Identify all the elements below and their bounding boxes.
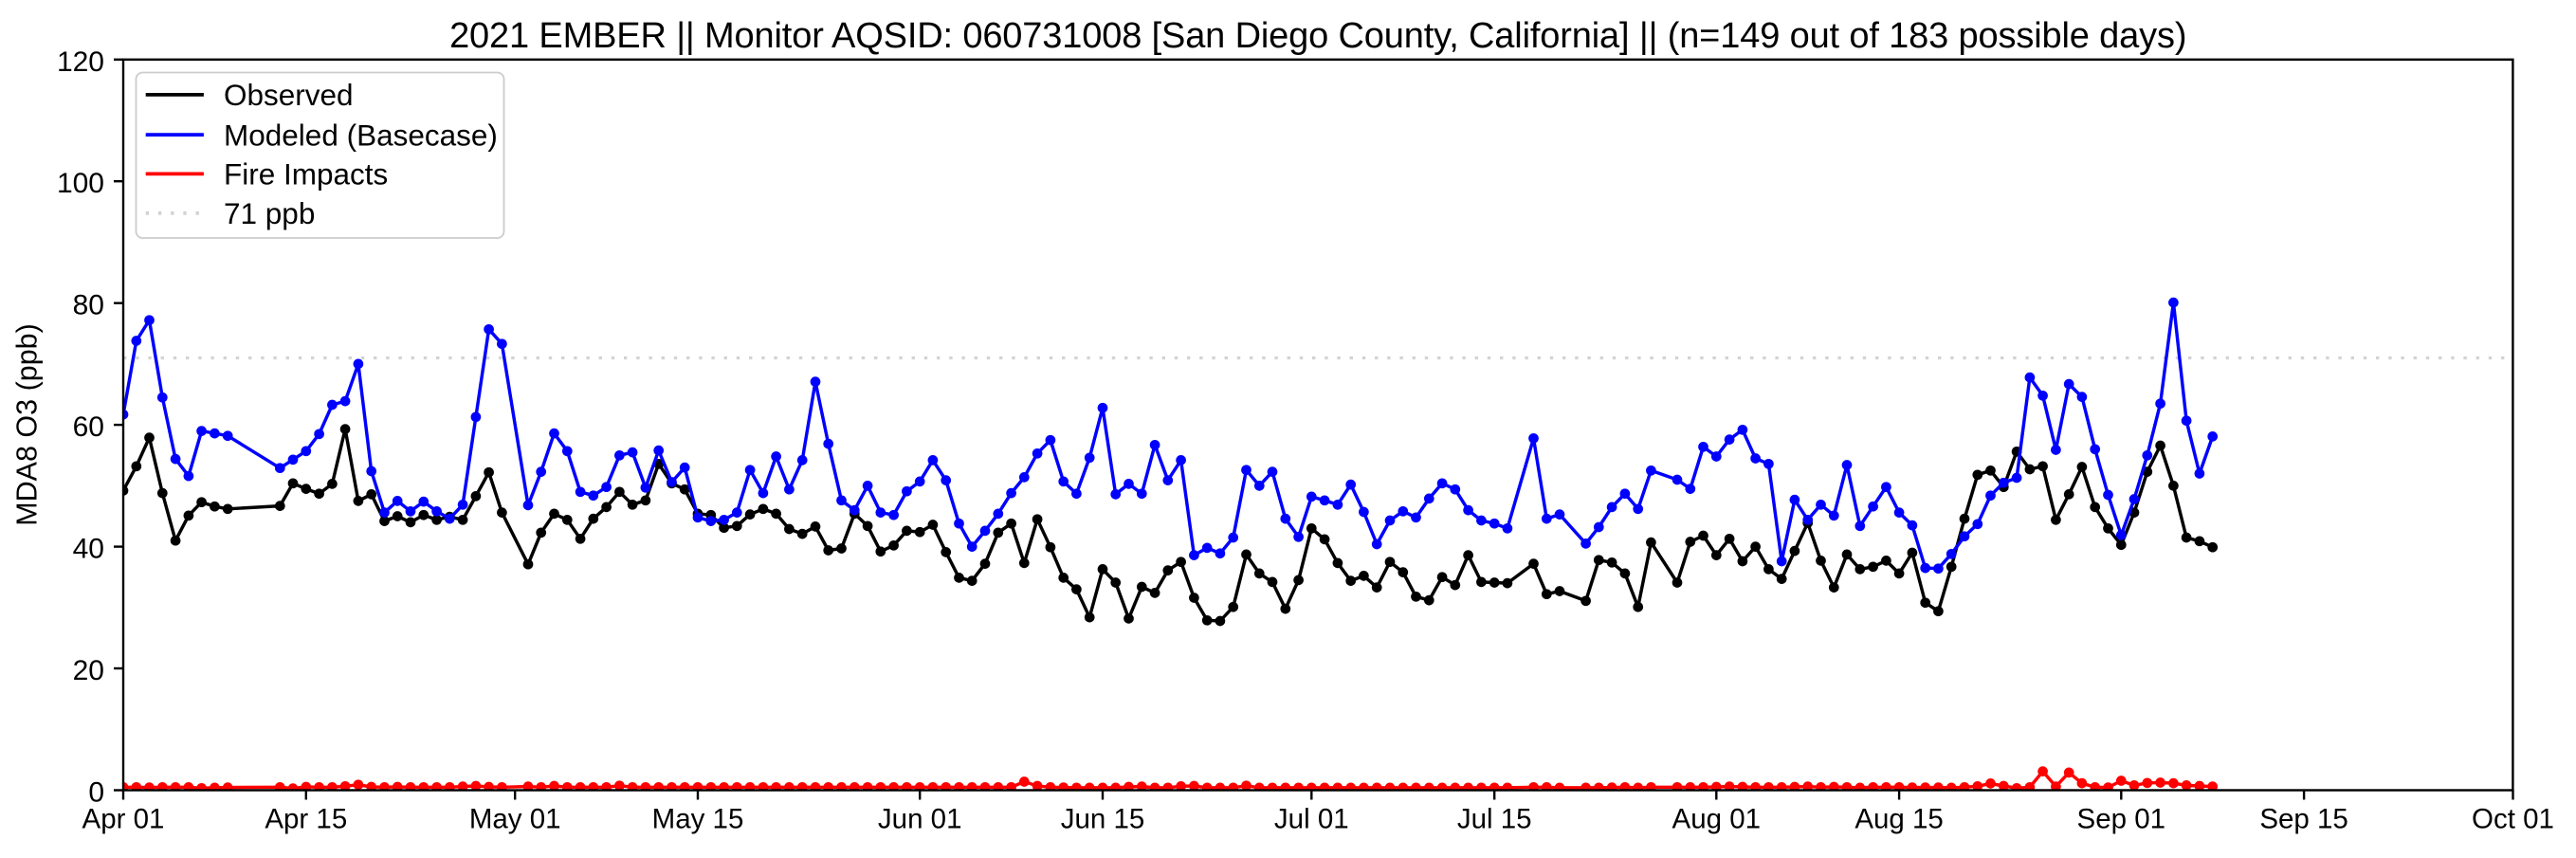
svg-text:Aug 15: Aug 15 [1854, 804, 1944, 835]
svg-text:80: 80 [73, 290, 104, 321]
svg-text:Observed: Observed [224, 78, 354, 112]
svg-text:Apr 15: Apr 15 [265, 804, 347, 835]
svg-text:Jul 15: Jul 15 [1457, 804, 1532, 835]
svg-text:2021 EMBER || Monitor AQSID: 0: 2021 EMBER || Monitor AQSID: 060731008 [… [449, 16, 2186, 56]
svg-text:120: 120 [57, 46, 104, 78]
svg-text:60: 60 [73, 411, 104, 443]
svg-text:Sep 01: Sep 01 [2077, 804, 2166, 835]
svg-text:May 01: May 01 [469, 804, 561, 835]
svg-text:Jun 01: Jun 01 [878, 804, 962, 835]
svg-text:MDA8 O3 (ppb): MDA8 O3 (ppb) [11, 323, 44, 526]
svg-text:Oct 01: Oct 01 [2472, 804, 2554, 835]
svg-text:40: 40 [73, 534, 104, 565]
svg-text:May 15: May 15 [652, 804, 744, 835]
svg-text:Fire Impacts: Fire Impacts [224, 157, 388, 192]
svg-text:Apr 01: Apr 01 [82, 804, 165, 835]
svg-text:0: 0 [88, 777, 104, 809]
svg-text:Sep 15: Sep 15 [2259, 804, 2348, 835]
svg-text:Jun 15: Jun 15 [1061, 804, 1145, 835]
svg-text:20: 20 [73, 655, 104, 686]
svg-text:Modeled (Basecase): Modeled (Basecase) [224, 118, 498, 152]
svg-text:Aug 01: Aug 01 [1672, 804, 1762, 835]
svg-text:71 ppb: 71 ppb [224, 196, 315, 230]
svg-text:100: 100 [57, 168, 104, 199]
svg-text:Jul 01: Jul 01 [1274, 804, 1349, 835]
